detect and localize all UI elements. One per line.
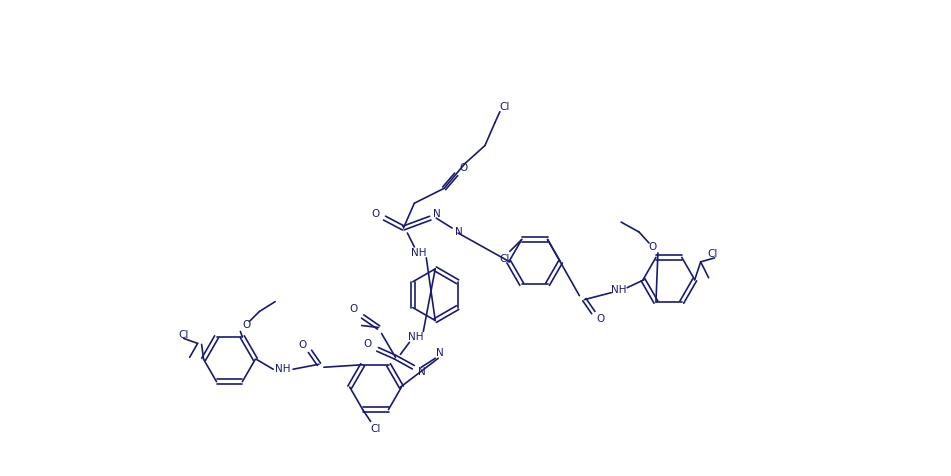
Text: O: O [350,304,358,314]
Text: O: O [363,339,372,349]
Text: O: O [459,163,467,173]
Text: O: O [596,314,605,324]
Text: O: O [372,209,379,219]
Text: O: O [649,242,657,252]
Text: N: N [456,227,463,237]
Text: NH: NH [276,364,291,374]
Text: Cl: Cl [499,254,510,264]
Text: Cl: Cl [708,249,718,259]
Text: N: N [418,367,426,377]
Text: Cl: Cl [370,425,380,435]
Text: O: O [298,340,306,350]
Text: NH: NH [408,332,423,342]
Text: Cl: Cl [499,102,510,112]
Text: NH: NH [611,285,627,295]
Text: N: N [434,209,441,219]
Text: Cl: Cl [179,330,189,340]
Text: NH: NH [411,248,426,258]
Text: O: O [243,320,250,330]
Text: N: N [437,348,444,358]
